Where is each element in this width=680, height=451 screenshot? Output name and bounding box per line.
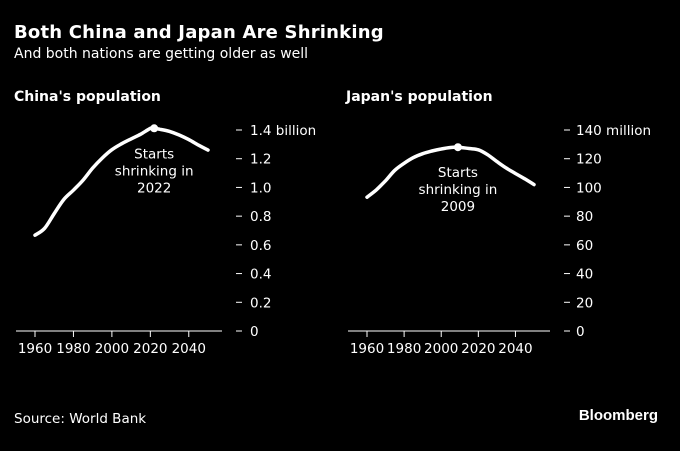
china-y-tick-label: 0.6	[250, 238, 271, 254]
japan-y-tick-label: 100	[576, 180, 602, 196]
china-y-tick-label: 0.8	[250, 209, 271, 225]
china-annotation-text: Starts	[134, 146, 174, 162]
japan-y-tick-label: 60	[576, 238, 593, 254]
japan-annotation-text: 2009	[441, 199, 475, 215]
china-y-tick-label: 0.2	[250, 295, 271, 311]
japan-x-tick-label: 1960	[350, 341, 384, 357]
china-y-tick-label: 1.2	[250, 152, 271, 168]
china-chart: 0 0.2 0.4 0.6 0.8 1.0 1.2 1.4 billion 1960 1980 20…	[16, 123, 316, 357]
china-annotation-text: shrinking in	[115, 163, 194, 179]
japan-y-tick-label: 80	[576, 209, 593, 225]
china-y-tick-label: 0	[250, 324, 259, 340]
china-x-tick-label: 2020	[133, 341, 167, 357]
chart-subtitle: And both nations are getting older as we…	[14, 46, 309, 62]
china-x-tick-label: 2040	[172, 341, 206, 357]
china-y-tick-label: 0.4	[250, 267, 271, 283]
china-y-tick-label: 1.0	[250, 180, 271, 196]
china-x-tick-label: 1960	[18, 341, 52, 357]
japan-y-tick-label: 40	[576, 267, 593, 283]
japan-population-line	[365, 145, 536, 199]
china-population-line	[33, 126, 210, 237]
japan-annotation-text: shrinking in	[419, 182, 498, 198]
japan-x-tick-label: 1980	[387, 341, 421, 357]
japan-panel-title: Japan's population	[346, 89, 493, 105]
japan-annotation-text: Starts	[438, 165, 478, 181]
source-note: Source: World Bank	[14, 411, 147, 427]
china-peak-marker	[150, 124, 159, 133]
china-annotation-text: 2022	[137, 180, 171, 196]
japan-x-tick-label: 2040	[498, 341, 532, 357]
china-y-tick-label: 1.4 billion	[250, 123, 316, 139]
chart-title: Both China and Japan Are Shrinking	[14, 22, 384, 43]
china-x-tick-label: 2000	[95, 341, 129, 357]
japan-y-tick-label: 140 million	[576, 123, 651, 139]
china-x-tick-label: 1980	[56, 341, 90, 357]
japan-x-tick-label: 2020	[461, 341, 495, 357]
japan-y-tick-label: 0	[576, 324, 585, 340]
japan-y-tick-label: 20	[576, 295, 593, 311]
china-panel-title: China's population	[14, 89, 161, 105]
japan-x-tick-label: 2000	[424, 341, 458, 357]
bloomberg-logo: Bloomberg	[578, 407, 658, 424]
japan-peak-marker	[453, 143, 462, 152]
japan-y-tick-label: 120	[576, 152, 602, 168]
